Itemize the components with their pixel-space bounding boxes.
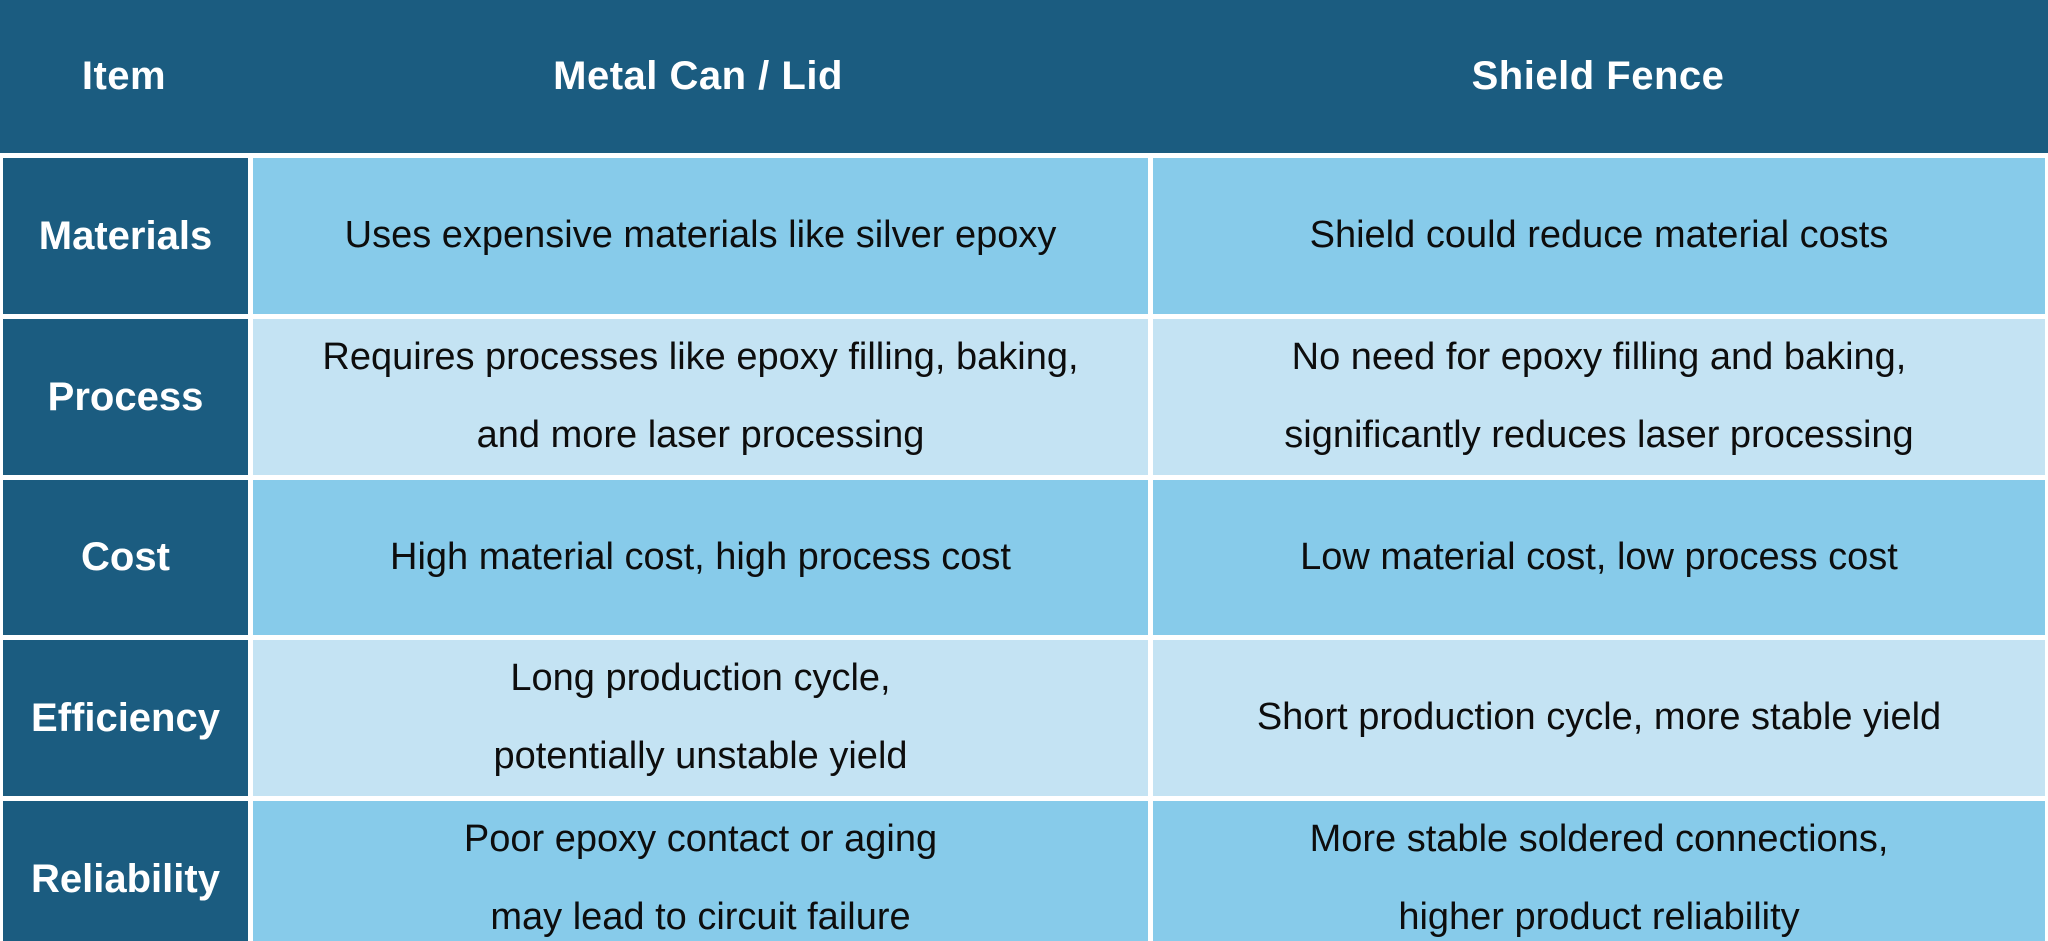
- cell-process-metal-can: Requires processes like epoxy filling, b…: [253, 318, 1148, 475]
- cell-line: Long production cycle,: [510, 657, 891, 700]
- cell-line: Shield could reduce material costs: [1309, 213, 1889, 256]
- row-label-efficiency: Efficiency: [3, 640, 248, 797]
- cell-line: Uses expensive materials like silver epo…: [344, 213, 1057, 256]
- cell-line: No need for epoxy filling and baking,: [1291, 335, 1907, 378]
- cell-line: and more laser processing: [476, 413, 925, 456]
- header-metal-can-lid: Metal Can / Lid: [553, 54, 843, 98]
- row-label-process: Process: [3, 318, 248, 475]
- header-shield-fence: Shield Fence: [1471, 54, 1725, 98]
- cell-reliability-metal-can: Poor epoxy contact or aging may lead to …: [253, 801, 1148, 941]
- cell-cost-metal-can: High material cost, high process cost: [253, 479, 1148, 636]
- cell-process-shield-fence: No need for epoxy filling and baking, si…: [1153, 318, 2045, 475]
- table-body: Materials Uses expensive materials like …: [0, 158, 2048, 941]
- cell-line: High material cost, high process cost: [390, 535, 1011, 578]
- row-label-reliability: Reliability: [3, 801, 248, 941]
- cell-line: may lead to circuit failure: [490, 896, 911, 939]
- cell-cost-shield-fence: Low material cost, low process cost: [1153, 479, 2045, 636]
- cell-line: Short production cycle, more stable yiel…: [1256, 696, 1942, 739]
- row-label-materials: Materials: [3, 158, 248, 314]
- cell-line: potentially unstable yield: [493, 735, 908, 778]
- table-header-row: Item Metal Can / Lid Shield Fence: [0, 0, 2048, 153]
- cell-efficiency-metal-can: Long production cycle, potentially unsta…: [253, 640, 1148, 797]
- cell-line: Poor epoxy contact or aging: [463, 818, 938, 861]
- header-item: Item: [81, 54, 167, 98]
- cell-line: higher product reliability: [1398, 896, 1800, 939]
- cell-materials-metal-can: Uses expensive materials like silver epo…: [253, 158, 1148, 314]
- cell-reliability-shield-fence: More stable soldered connections, higher…: [1153, 801, 2045, 941]
- cell-line: Low material cost, low process cost: [1300, 535, 1898, 578]
- row-label-cost: Cost: [3, 479, 248, 636]
- cell-materials-shield-fence: Shield could reduce material costs: [1153, 158, 2045, 314]
- cell-line: Requires processes like epoxy filling, b…: [322, 335, 1079, 378]
- cell-line: significantly reduces laser processing: [1284, 413, 1914, 456]
- cell-line: More stable soldered connections,: [1309, 818, 1889, 861]
- cell-efficiency-shield-fence: Short production cycle, more stable yiel…: [1153, 640, 2045, 797]
